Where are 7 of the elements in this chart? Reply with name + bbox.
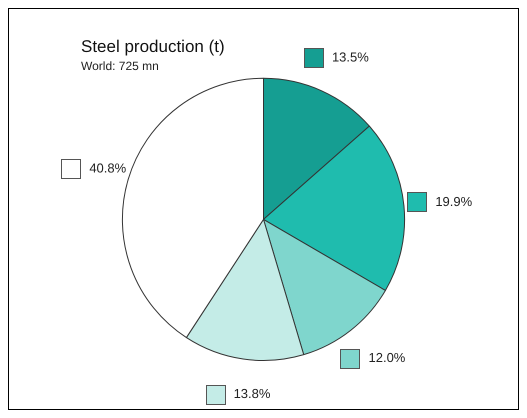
data-label: 40.8% [89,160,127,176]
text: World: 725 mn [81,58,159,73]
data-label: 19.9% [435,194,473,209]
chart-title: Steel production (t) [81,36,225,56]
data-label: 12.0% [368,350,406,366]
data-label: 13.5% [332,50,370,65]
data-label: 13.8% [234,386,271,402]
